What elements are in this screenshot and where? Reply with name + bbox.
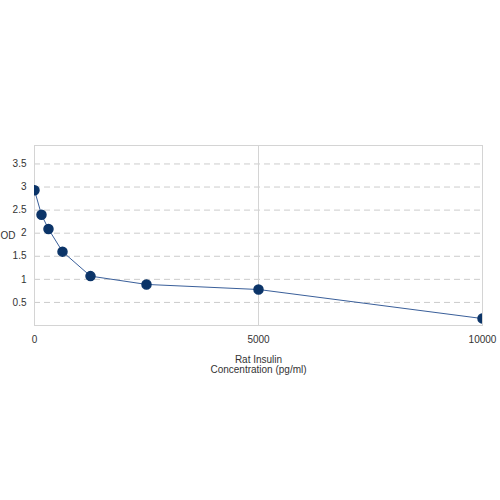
- svg-text:OD: OD: [1, 230, 16, 241]
- svg-text:Rat InsulinConcentration (pg/m: Rat InsulinConcentration (pg/ml): [210, 354, 306, 375]
- svg-text:3: 3: [21, 181, 27, 192]
- svg-text:0.5: 0.5: [13, 297, 27, 308]
- svg-text:10000: 10000: [469, 334, 497, 345]
- svg-text:0: 0: [32, 334, 38, 345]
- svg-text:2: 2: [21, 227, 27, 238]
- svg-text:3.5: 3.5: [13, 158, 27, 169]
- svg-text:5000: 5000: [247, 334, 270, 345]
- svg-text:1: 1: [21, 274, 27, 285]
- svg-text:1.5: 1.5: [13, 250, 27, 261]
- svg-text:2.5: 2.5: [13, 204, 27, 215]
